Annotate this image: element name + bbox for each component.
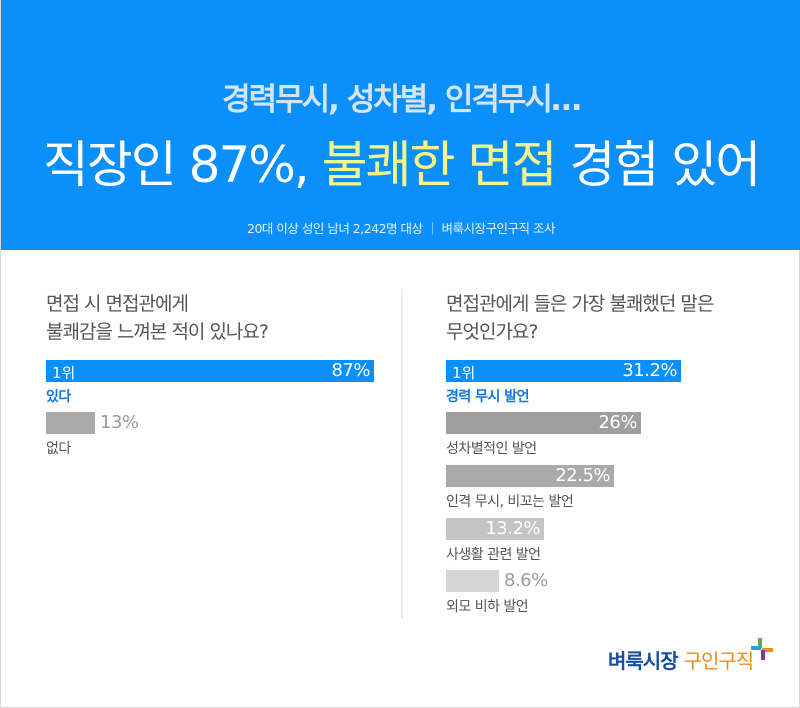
rank-badge: 1위 bbox=[52, 364, 76, 382]
bar-value: 13.2% bbox=[485, 518, 540, 539]
right-question: 면접관에게 들은 가장 불쾌했던 말은 무엇인가요? bbox=[446, 290, 786, 360]
bar-fill: 13.2% bbox=[446, 518, 544, 540]
bar-value: 22.5% bbox=[555, 465, 610, 486]
left-question-line1: 면접 시 면접관에게 bbox=[46, 293, 189, 315]
brand-logo: 벼룩시장 구인구직 bbox=[608, 645, 755, 675]
bar-fill: 1위 31.2% bbox=[446, 360, 681, 382]
bar-value: 8.6% bbox=[504, 570, 548, 591]
bar-label: 없다 bbox=[46, 441, 71, 457]
right-chart-panel: 면접관에게 들은 가장 불쾌했던 말은 무엇인가요? 1위 31.2% 경력 무… bbox=[446, 290, 786, 615]
bar-fill bbox=[46, 412, 95, 434]
title-suffix: 경험 있어 bbox=[555, 136, 761, 194]
bar-value: 13% bbox=[100, 412, 139, 433]
pinwheel-icon bbox=[751, 638, 773, 660]
rank-badge: 1위 bbox=[452, 364, 476, 382]
bar-fill: 1위 87% bbox=[46, 360, 374, 382]
bar-label: 외모 비하 발언 bbox=[446, 599, 529, 615]
bar-value: 26% bbox=[598, 412, 637, 433]
logo-part1: 벼룩시장 bbox=[608, 649, 679, 673]
bar-fill: 22.5% bbox=[446, 465, 614, 487]
bar-item: 1위 31.2% 경력 무시 발언 bbox=[446, 360, 786, 410]
left-chart-panel: 면접 시 면접관에게 불쾌감을 느껴본 적이 있나요? 1위 87% 있다 13… bbox=[46, 290, 386, 457]
bar-item: 13% 없다 bbox=[46, 412, 386, 462]
bar-item: 26% 성차별적인 발언 bbox=[446, 412, 786, 462]
bar-item: 13.2% 사생활 관련 발언 bbox=[446, 518, 786, 568]
title-prefix: 직장인 87%, bbox=[42, 136, 322, 194]
bar-item: 1위 87% 있다 bbox=[46, 360, 386, 410]
left-question-line2: 불쾌감을 느껴본 적이 있나요? bbox=[46, 321, 269, 343]
bar-value: 87% bbox=[331, 360, 370, 381]
header-title: 직장인 87%, 불쾌한 면접 경험 있어 bbox=[1, 125, 800, 197]
bar-item: 8.6% 외모 비하 발언 bbox=[446, 570, 786, 620]
bar-value: 31.2% bbox=[622, 360, 677, 381]
title-highlight: 불쾌한 면접 bbox=[321, 136, 558, 194]
bar-fill bbox=[446, 570, 499, 592]
bar-label: 성차별적인 발언 bbox=[446, 441, 537, 457]
right-question-line2: 무엇인가요? bbox=[446, 321, 539, 343]
bar-label: 있다 bbox=[46, 389, 71, 405]
bar-item: 22.5% 인격 무시, 비꼬는 발언 bbox=[446, 465, 786, 515]
right-question-line1: 면접관에게 들은 가장 불쾌했던 말은 bbox=[446, 293, 714, 315]
left-question: 면접 시 면접관에게 불쾌감을 느껴본 적이 있나요? bbox=[46, 290, 386, 360]
header-banner: 경력무시, 성차별, 인격무시… 직장인 87%, 불쾌한 면접 경험 있어 2… bbox=[1, 0, 800, 250]
header-subtitle: 경력무시, 성차별, 인격무시… bbox=[222, 82, 582, 118]
survey-source: 20대 이상 성인 남녀 2,242명 대상 ｜ 벼룩시장구인구직 조사 bbox=[247, 221, 555, 236]
logo-part2: 구인구직 bbox=[683, 649, 755, 673]
bar-fill: 26% bbox=[446, 412, 641, 434]
bar-label: 사생활 관련 발언 bbox=[446, 547, 541, 563]
bar-label: 경력 무시 발언 bbox=[446, 389, 530, 405]
bar-label: 인격 무시, 비꼬는 발언 bbox=[446, 494, 574, 510]
panel-divider bbox=[401, 289, 403, 619]
